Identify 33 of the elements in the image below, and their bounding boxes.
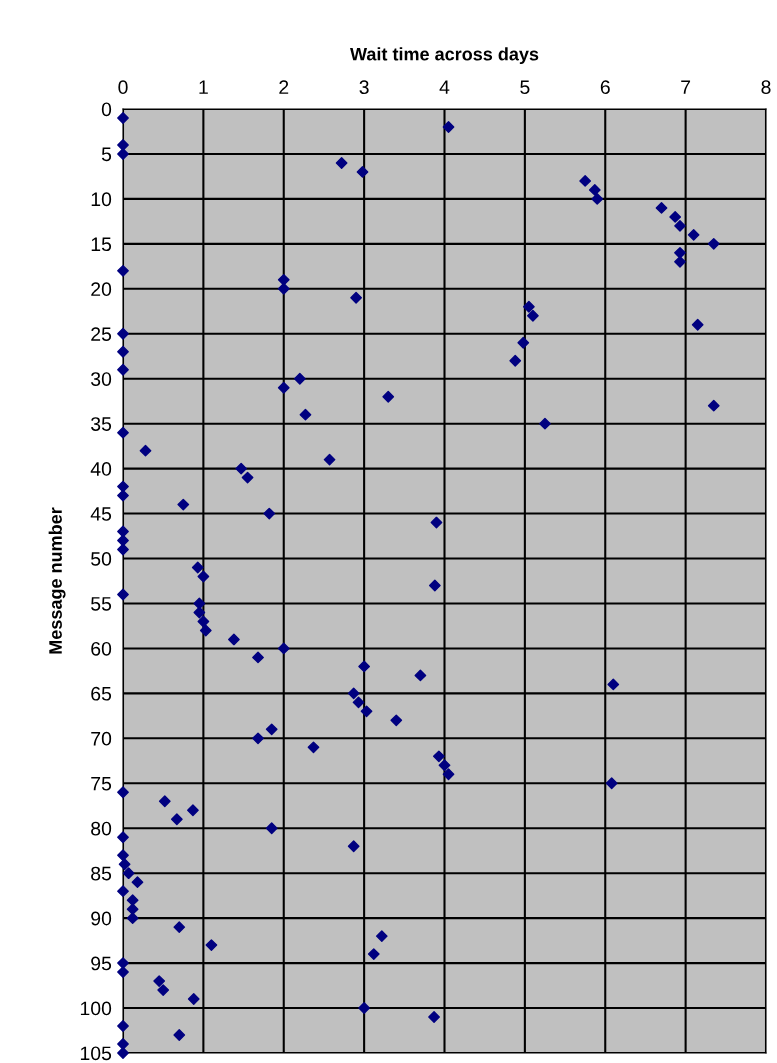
y-tick-label: 10 bbox=[91, 192, 112, 207]
y-tick-label: 100 bbox=[80, 1001, 112, 1016]
x-tick-label: 8 bbox=[761, 80, 771, 95]
y-tick-label: 30 bbox=[91, 372, 112, 386]
y-tick-label: 65 bbox=[91, 686, 112, 701]
y-axis-title: Message number bbox=[48, 507, 66, 654]
y-tick-label: 55 bbox=[91, 597, 112, 611]
y-tick-label: 90 bbox=[91, 911, 112, 926]
y-tick-label: 85 bbox=[91, 866, 112, 881]
y-tick-label: 75 bbox=[91, 776, 112, 791]
y-tick-label: 95 bbox=[91, 956, 112, 971]
y-tick-label: 25 bbox=[91, 327, 112, 341]
y-tick-label: 40 bbox=[90, 462, 112, 476]
y-tick-label: 35 bbox=[91, 417, 112, 431]
y-tick-label: 15 bbox=[91, 237, 112, 252]
x-axis-title: Wait time across days bbox=[350, 47, 539, 65]
x-tick-label: 7 bbox=[681, 80, 691, 94]
x-tick-label: 6 bbox=[600, 80, 610, 95]
y-tick-label: 105 bbox=[80, 1046, 112, 1061]
y-tick-label: 20 bbox=[91, 282, 112, 297]
y-tick-label: 70 bbox=[91, 731, 112, 746]
x-tick-label: 3 bbox=[359, 80, 369, 95]
x-tick-label: 4 bbox=[439, 80, 450, 94]
y-tick-label: 80 bbox=[91, 821, 112, 836]
y-tick-label: 5 bbox=[101, 147, 112, 162]
x-tick-label: 5 bbox=[520, 80, 530, 95]
x-tick-label: 0 bbox=[118, 80, 128, 95]
y-tick-label: 50 bbox=[91, 551, 112, 566]
y-tick-label: 45 bbox=[90, 507, 112, 521]
y-tick-label: 0 bbox=[101, 102, 112, 117]
x-tick-label: 2 bbox=[279, 80, 289, 94]
y-tick-label: 60 bbox=[91, 641, 112, 656]
x-tick-label: 1 bbox=[199, 80, 208, 94]
